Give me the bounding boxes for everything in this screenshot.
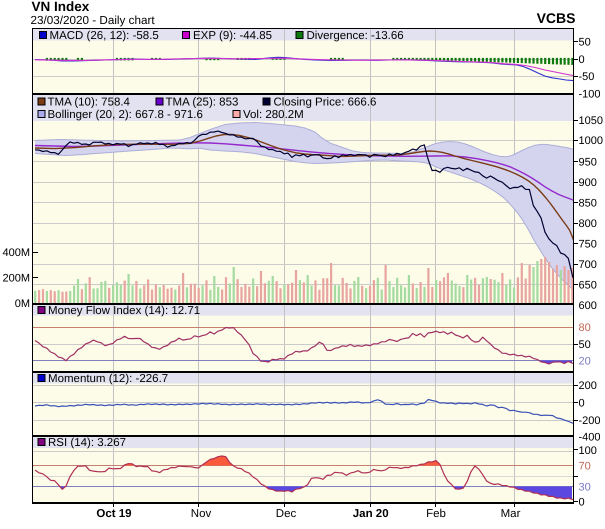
svg-text:200M: 200M — [2, 273, 30, 285]
svg-text:Momentum (12): -226.7: Momentum (12): -226.7 — [48, 373, 168, 385]
svg-text:50: 50 — [579, 37, 591, 49]
svg-text:800: 800 — [579, 218, 597, 230]
svg-text:750: 750 — [579, 239, 597, 251]
svg-text:1000: 1000 — [579, 135, 603, 147]
svg-text:20: 20 — [579, 356, 591, 368]
svg-text:23/03/2020 - Daily chart: 23/03/2020 - Daily chart — [31, 14, 156, 27]
svg-text:-200: -200 — [579, 415, 601, 427]
svg-text:1050: 1050 — [579, 115, 603, 127]
svg-text:70: 70 — [579, 461, 591, 473]
svg-text:-50: -50 — [579, 71, 595, 83]
svg-text:200: 200 — [579, 380, 597, 392]
svg-text:Money Flow Index (14): 12.71: Money Flow Index (14): 12.71 — [48, 305, 200, 317]
svg-text:600: 600 — [579, 300, 597, 312]
svg-text:VCBS: VCBS — [537, 10, 576, 26]
svg-text:VN Index: VN Index — [32, 0, 90, 14]
svg-text:Vol: 280.2M: Vol: 280.2M — [243, 109, 304, 121]
svg-text:Oct 19: Oct 19 — [96, 508, 131, 520]
svg-text:-400: -400 — [579, 432, 601, 444]
svg-text:0M: 0M — [15, 298, 30, 310]
svg-text:900: 900 — [579, 177, 597, 189]
svg-text:Jan 20: Jan 20 — [353, 508, 389, 520]
svg-text:Closing Price: 666.6: Closing Price: 666.6 — [274, 96, 377, 108]
svg-text:0: 0 — [579, 54, 585, 66]
svg-text:950: 950 — [579, 157, 597, 169]
svg-text:MACD (26, 12): -58.5: MACD (26, 12): -58.5 — [50, 30, 159, 42]
svg-text:850: 850 — [579, 198, 597, 210]
svg-text:650: 650 — [579, 280, 597, 292]
svg-text:80: 80 — [579, 322, 591, 334]
svg-text:Dec: Dec — [276, 508, 297, 520]
svg-text:-100: -100 — [579, 89, 601, 101]
svg-text:100: 100 — [579, 445, 597, 457]
svg-text:0: 0 — [579, 398, 585, 410]
svg-text:700: 700 — [579, 259, 597, 271]
svg-text:400M: 400M — [2, 247, 30, 259]
svg-text:30: 30 — [579, 482, 591, 494]
svg-text:Bollinger (20, 2): 667.8 - 971: Bollinger (20, 2): 667.8 - 971.6 — [48, 109, 203, 121]
svg-text:EXP (9): -44.85: EXP (9): -44.85 — [193, 30, 272, 42]
svg-text:50: 50 — [579, 339, 591, 351]
svg-text:0: 0 — [579, 497, 585, 509]
svg-text:RSI (14): 3.267: RSI (14): 3.267 — [48, 437, 126, 449]
svg-text:TMA (10): 758.4: TMA (10): 758.4 — [48, 96, 131, 108]
svg-text:Mar: Mar — [501, 508, 521, 520]
svg-text:Divergence: -13.66: Divergence: -13.66 — [307, 30, 404, 42]
svg-text:Feb: Feb — [426, 508, 446, 520]
svg-text:Nov: Nov — [191, 508, 212, 520]
svg-text:TMA (25): 853: TMA (25): 853 — [166, 96, 239, 108]
